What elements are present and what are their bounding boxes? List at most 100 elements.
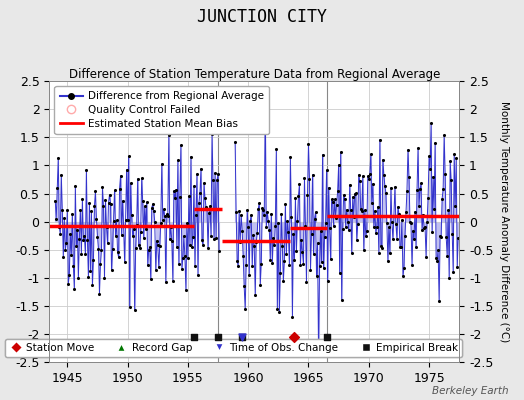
Point	[351, 190, 359, 197]
Point	[73, 227, 82, 234]
Point	[335, 270, 344, 276]
Point	[134, 176, 142, 182]
Point	[375, 250, 383, 256]
Point	[101, 196, 110, 203]
Point	[281, 201, 290, 208]
Point	[451, 203, 460, 209]
Point	[193, 171, 201, 177]
Point	[344, 227, 353, 234]
Point	[418, 227, 426, 234]
Point	[99, 203, 107, 210]
Point	[266, 257, 275, 263]
Point	[177, 142, 185, 148]
Point	[213, 177, 221, 183]
Point	[115, 185, 124, 192]
Point	[312, 273, 321, 280]
Point	[407, 220, 415, 227]
Point	[344, 218, 352, 225]
Point	[396, 243, 404, 250]
Point	[60, 215, 69, 221]
Point	[53, 185, 61, 191]
Point	[62, 240, 71, 246]
Point	[106, 200, 115, 207]
Point	[242, 262, 250, 268]
Point	[56, 231, 64, 237]
Point	[405, 174, 413, 180]
Point	[328, 196, 336, 203]
Point	[265, 227, 274, 233]
Point	[178, 265, 186, 272]
Point	[348, 194, 357, 200]
Point	[126, 180, 135, 186]
Point	[257, 260, 266, 267]
Point	[241, 306, 249, 312]
Point	[400, 265, 408, 271]
Point	[180, 233, 188, 239]
Point	[256, 282, 265, 288]
Point	[79, 237, 88, 244]
Point	[436, 232, 444, 239]
Point	[320, 234, 329, 240]
Point	[200, 180, 208, 186]
Point	[269, 235, 278, 241]
Point	[144, 262, 152, 268]
Point	[383, 220, 391, 226]
Point	[274, 220, 282, 226]
Point	[234, 263, 242, 270]
Point	[80, 233, 89, 239]
Point	[443, 252, 451, 259]
Point	[104, 200, 113, 206]
Point	[239, 253, 247, 259]
Point	[149, 208, 158, 214]
Point	[261, 97, 269, 103]
Text: Berkeley Earth: Berkeley Earth	[432, 386, 508, 396]
Point	[413, 187, 421, 194]
Point	[87, 208, 95, 214]
Point	[425, 153, 433, 160]
Point	[448, 230, 456, 237]
Point	[450, 151, 458, 158]
Point	[93, 233, 102, 240]
Point	[272, 146, 280, 152]
Point	[105, 192, 114, 198]
Point	[214, 170, 222, 177]
Point	[113, 249, 122, 255]
Point	[183, 220, 191, 227]
Point	[151, 267, 160, 273]
Point	[303, 192, 312, 198]
Point	[353, 236, 361, 243]
Point	[260, 212, 268, 218]
Point	[210, 236, 218, 242]
Point	[138, 198, 147, 204]
Point	[290, 257, 299, 263]
Point	[198, 237, 206, 244]
Point	[209, 177, 217, 183]
Point	[366, 171, 374, 178]
Point	[248, 263, 256, 270]
Point	[237, 212, 245, 218]
Point	[452, 155, 461, 162]
Point	[422, 254, 430, 260]
Point	[355, 172, 363, 178]
Point	[354, 221, 362, 228]
Point	[185, 242, 194, 248]
Point	[148, 201, 157, 207]
Point	[201, 195, 209, 201]
Point	[449, 269, 457, 275]
Point	[368, 200, 376, 206]
Point	[72, 243, 81, 249]
Point	[112, 233, 120, 240]
Point	[325, 225, 334, 231]
Point	[350, 214, 358, 220]
Point	[75, 236, 83, 242]
Point	[74, 275, 83, 281]
Point	[132, 244, 140, 251]
Point	[441, 171, 450, 177]
Point	[427, 120, 435, 126]
Point	[238, 228, 246, 234]
Point	[319, 152, 327, 158]
Point	[289, 231, 298, 237]
Point	[307, 230, 315, 237]
Point	[434, 247, 442, 254]
Point	[291, 194, 300, 201]
